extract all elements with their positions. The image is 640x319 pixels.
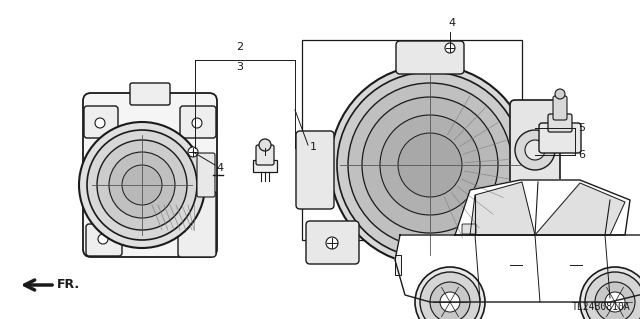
Polygon shape (535, 183, 625, 235)
Text: 4: 4 (216, 163, 223, 173)
FancyBboxPatch shape (462, 224, 476, 234)
Circle shape (445, 43, 455, 53)
Circle shape (87, 130, 197, 240)
FancyBboxPatch shape (306, 221, 359, 264)
Bar (302, 40, 522, 240)
Circle shape (420, 272, 480, 319)
Circle shape (97, 140, 187, 230)
Circle shape (192, 118, 202, 128)
Text: 5: 5 (578, 123, 585, 133)
FancyBboxPatch shape (256, 145, 274, 165)
Circle shape (122, 165, 162, 205)
Circle shape (109, 152, 175, 218)
FancyBboxPatch shape (296, 131, 334, 209)
Circle shape (595, 282, 635, 319)
FancyBboxPatch shape (130, 83, 170, 105)
Circle shape (330, 65, 530, 265)
Circle shape (259, 139, 271, 151)
Circle shape (79, 122, 205, 248)
FancyBboxPatch shape (539, 123, 581, 153)
Circle shape (95, 118, 105, 128)
Text: TL24B0810A: TL24B0810A (572, 302, 630, 312)
Polygon shape (395, 235, 640, 302)
Circle shape (380, 115, 480, 215)
Circle shape (415, 267, 485, 319)
Circle shape (605, 292, 625, 312)
FancyBboxPatch shape (180, 106, 216, 138)
FancyBboxPatch shape (84, 106, 118, 138)
Circle shape (430, 282, 470, 319)
Circle shape (188, 147, 198, 157)
Circle shape (326, 237, 338, 249)
Text: 3: 3 (237, 62, 243, 72)
FancyBboxPatch shape (86, 224, 122, 256)
FancyBboxPatch shape (553, 96, 567, 120)
Circle shape (337, 72, 523, 258)
Circle shape (585, 272, 640, 319)
Circle shape (580, 267, 640, 319)
Circle shape (515, 130, 555, 170)
FancyBboxPatch shape (396, 41, 464, 74)
FancyBboxPatch shape (197, 153, 215, 197)
Bar (395, 255, 401, 275)
Circle shape (348, 83, 512, 247)
FancyBboxPatch shape (178, 191, 216, 257)
FancyBboxPatch shape (510, 100, 560, 210)
Text: 4: 4 (449, 18, 456, 28)
FancyBboxPatch shape (83, 93, 217, 257)
Text: 6: 6 (578, 150, 585, 160)
Circle shape (362, 97, 498, 233)
Text: FR.: FR. (57, 278, 80, 292)
Text: 2: 2 (236, 42, 244, 52)
Circle shape (398, 133, 462, 197)
Circle shape (525, 140, 545, 160)
Circle shape (440, 292, 460, 312)
Bar (253, 160, 277, 172)
Polygon shape (455, 180, 630, 235)
Circle shape (98, 234, 108, 244)
FancyBboxPatch shape (548, 114, 572, 132)
Circle shape (555, 89, 565, 99)
Text: 1: 1 (310, 142, 317, 152)
Polygon shape (470, 182, 535, 235)
